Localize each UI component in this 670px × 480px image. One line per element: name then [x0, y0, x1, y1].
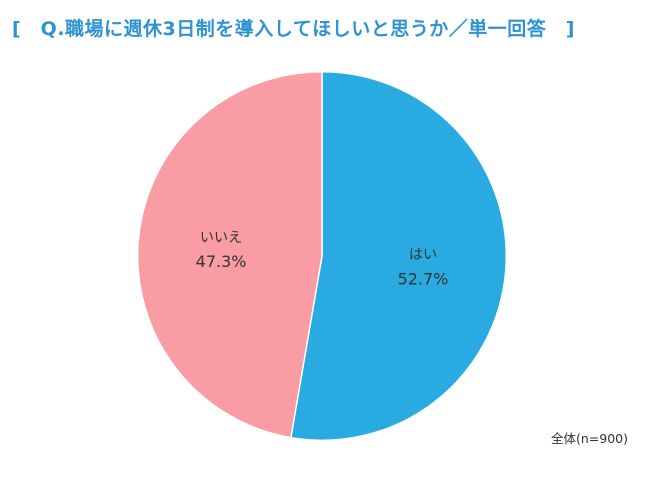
pie-chart: はい 52.7% いいえ 47.3% [137, 71, 507, 441]
sample-size-note: 全体(n=900) [550, 431, 628, 446]
pie-chart-container: はい 52.7% いいえ 47.3% [134, 68, 510, 444]
pie-slice-0 [290, 71, 507, 441]
slice-label-0: はい 52.7% [398, 247, 449, 288]
pie-slice-1 [137, 71, 323, 439]
slice-label-1: いいえ 47.3% [196, 230, 247, 271]
chart-title: [ Q.職場に週休3日制を導入してほしいと思うか／単一回答 ] [12, 18, 575, 40]
